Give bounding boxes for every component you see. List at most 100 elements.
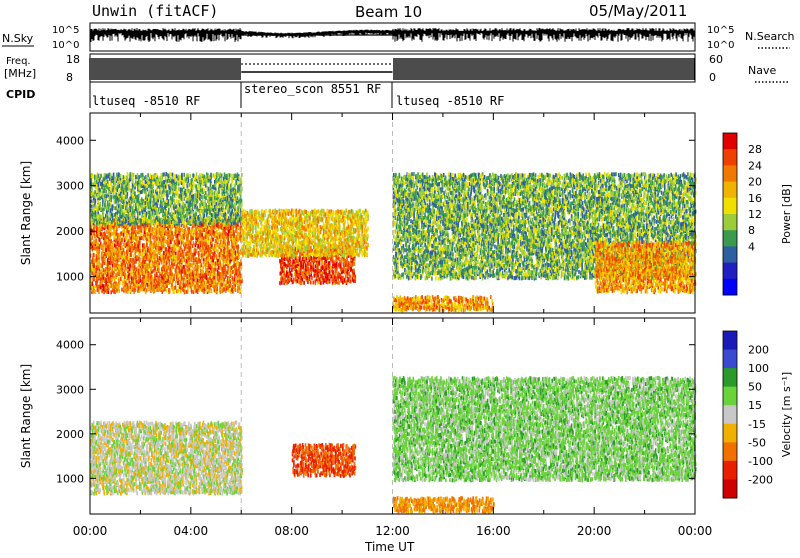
data-cell (124, 260, 126, 264)
data-cell (139, 241, 141, 245)
data-cell (191, 290, 193, 294)
date-title: 05/May/2011 (589, 2, 687, 20)
data-cell (142, 243, 144, 247)
data-cell (138, 263, 140, 267)
data-cell (100, 263, 102, 267)
data-cell (110, 239, 112, 243)
data-cell (160, 238, 162, 242)
data-cell (94, 175, 96, 179)
data-cell (176, 185, 178, 189)
data-cell (113, 218, 115, 222)
data-cell (306, 272, 308, 276)
data-cell (143, 243, 145, 247)
data-cell (298, 266, 300, 270)
data-cell (111, 268, 113, 272)
data-cell (140, 262, 142, 266)
data-cell (201, 173, 203, 177)
data-cell (190, 263, 192, 267)
data-cell (134, 265, 136, 269)
freq-label-1: Freq. (6, 56, 31, 67)
freq-tick-top: 18 (66, 53, 80, 66)
data-cell (160, 200, 162, 204)
data-cell (233, 230, 235, 234)
data-cell (160, 204, 162, 208)
data-cell (138, 194, 140, 198)
data-cell (179, 276, 181, 280)
data-cell (182, 259, 184, 263)
data-cell (239, 176, 241, 180)
nsky-right-tick-bottom: 10^0 (707, 40, 734, 51)
data-cell (212, 204, 214, 208)
data-cell (148, 215, 150, 219)
data-cell (106, 175, 108, 179)
data-cell (314, 279, 316, 283)
data-cell (107, 200, 109, 204)
nsky-trace (90, 28, 694, 42)
nave-tick-bottom: 0 (709, 71, 716, 84)
data-cell (171, 231, 173, 235)
data-cell (132, 210, 134, 214)
data-cell (107, 217, 109, 221)
data-cell (178, 186, 180, 190)
data-cell (181, 173, 183, 177)
data-cell (162, 272, 164, 276)
data-cell (307, 267, 309, 271)
data-cell (214, 253, 216, 257)
data-cell (224, 187, 226, 191)
data-cell (201, 185, 203, 189)
data-cell (312, 264, 314, 268)
data-cell (180, 228, 182, 232)
data-cell (121, 245, 123, 249)
data-cell (169, 250, 171, 254)
data-cell (91, 178, 93, 182)
data-cell (103, 273, 105, 277)
data-cell (96, 256, 98, 260)
data-cell (157, 246, 159, 250)
data-cell (291, 261, 293, 265)
data-cell (193, 194, 195, 198)
data-cell (216, 249, 218, 253)
data-cell (143, 271, 145, 275)
data-cell (143, 252, 145, 256)
data-cell (109, 267, 111, 271)
data-cell (139, 245, 141, 249)
data-cell (200, 273, 202, 277)
data-cell (115, 177, 117, 181)
data-cell (119, 190, 121, 194)
data-cell (162, 207, 164, 211)
data-cell (235, 263, 237, 267)
data-cell (107, 173, 109, 177)
data-cell (212, 185, 214, 189)
beam-title: Beam 10 (355, 3, 422, 21)
data-cell (117, 192, 119, 196)
data-cell (232, 270, 234, 274)
data-cell (229, 173, 231, 177)
data-cell (169, 290, 171, 294)
data-cell (99, 254, 101, 258)
data-cell (92, 173, 94, 177)
cpid-segment-2: stereo_scon 8551 RF (244, 82, 381, 96)
data-cell (211, 289, 213, 293)
data-cell (212, 174, 214, 178)
data-cell (186, 177, 188, 181)
data-cell (159, 272, 161, 276)
data-cells (90, 172, 697, 312)
data-cell (150, 274, 152, 278)
data-cell (205, 203, 207, 207)
data-cell (138, 198, 140, 202)
data-cell (291, 274, 293, 278)
freq-trace (90, 58, 694, 80)
data-cell (224, 250, 226, 254)
nsky-right-tick-top: 10^5 (707, 25, 734, 36)
data-cell (163, 180, 165, 184)
data-cell (196, 257, 198, 261)
data-cell (234, 205, 236, 209)
data-cell (117, 215, 119, 219)
data-cell (215, 179, 217, 183)
nsky-tick-bottom: 10^0 (52, 40, 79, 51)
nave-tick-top: 60 (709, 53, 723, 66)
data-cell (311, 256, 313, 260)
data-cell (168, 266, 170, 270)
data-cell (94, 285, 96, 289)
